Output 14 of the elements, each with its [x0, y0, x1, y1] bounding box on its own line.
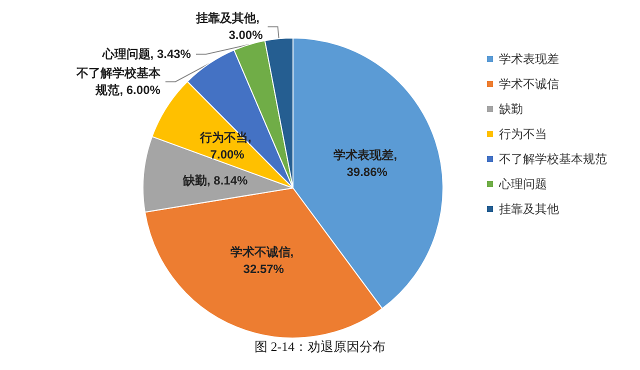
data-label: 学术表现差, 39.86% [334, 148, 400, 180]
data-label: 不了解学校基本规范, 6.00% [75, 66, 162, 98]
data-label: 缺勤, 8.14% [182, 174, 248, 188]
legend-label: 缺勤 [499, 102, 523, 116]
data-label: 挂靠及其他, 3.00% [195, 11, 264, 42]
legend-label: 心理问题 [498, 177, 547, 191]
legend-label: 挂靠及其他 [499, 202, 559, 216]
legend-label: 学术表现差 [499, 52, 559, 66]
legend-label: 学术不诚信 [499, 77, 559, 91]
legend-label: 行为不当 [499, 127, 547, 141]
caption: 图 2-14：劝退原因分布 [254, 339, 386, 354]
legend-label: 不了解学校基本规范 [499, 152, 607, 166]
data-label: 心理问题, 3.43% [101, 47, 192, 62]
data-label: 学术不诚信, 32.57% [230, 244, 297, 276]
